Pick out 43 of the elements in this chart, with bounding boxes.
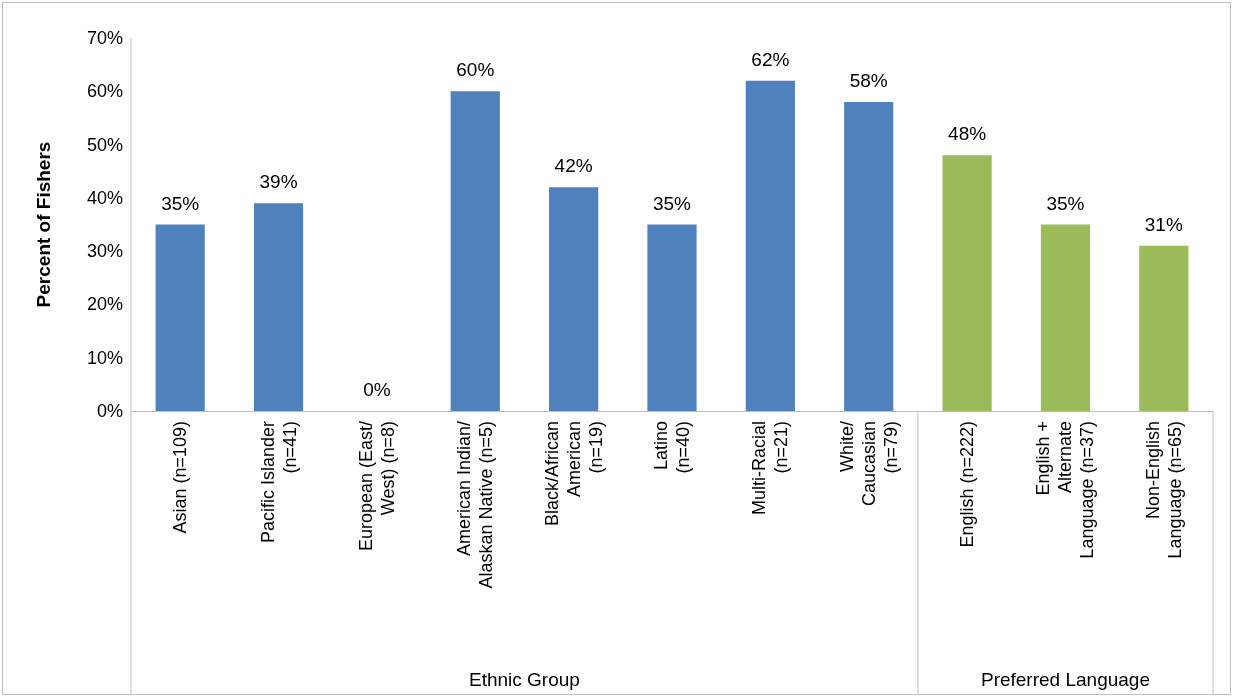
x-tick-label: Non-English Language (n=65) — [1142, 421, 1185, 559]
bar — [549, 187, 599, 411]
bar — [942, 155, 992, 411]
y-tick-label: 30% — [86, 241, 123, 262]
y-tick-label: 40% — [86, 187, 123, 208]
data-label: 39% — [259, 171, 298, 193]
data-label: 35% — [161, 192, 200, 214]
x-tick-label: Black/African American (n=19) — [541, 421, 606, 527]
data-label: 62% — [751, 48, 790, 70]
y-tick-label: 20% — [86, 294, 123, 315]
x-tick-label: English (n=222) — [957, 421, 978, 548]
bar — [1040, 224, 1091, 411]
x-tick-label: English + Alternate Language (n=37) — [1033, 421, 1098, 559]
x-tick-label: Pacific Islander (n=41) — [257, 421, 300, 544]
y-axis-title: Percent of Fishers — [33, 141, 54, 308]
data-label: 42% — [554, 155, 593, 177]
x-tick-label: European (East/ West) (n=8) — [355, 421, 398, 552]
text: Preferred Language — [980, 668, 1150, 690]
data-label: 58% — [849, 69, 888, 91]
bar — [844, 101, 894, 411]
data-label: 35% — [652, 192, 692, 214]
y-tick-label: 10% — [86, 347, 123, 368]
x-tick-label: American Indian/ Alaskan Native (n=5) — [454, 421, 497, 589]
x-tick-label: Latino (n=40) — [651, 421, 693, 474]
bar — [253, 203, 304, 411]
y-tick-label: 60% — [86, 81, 123, 102]
x-tick-label: White/ Caucasian (n=79) — [836, 421, 901, 507]
bar — [1139, 245, 1189, 411]
y-tick-label: 0% — [96, 401, 123, 421]
data-label: 0% — [363, 379, 391, 400]
y-tick-label: 50% — [86, 134, 123, 155]
x-tick-label: Multi-Racial (n=21) — [749, 421, 792, 516]
bar — [155, 224, 205, 411]
bar — [647, 224, 697, 411]
y-tick-label: 70% — [86, 28, 123, 48]
x-tick-label: Asian (n=109) — [170, 421, 191, 534]
data-label: 31% — [1144, 213, 1183, 235]
bar — [745, 80, 795, 411]
bar — [450, 91, 500, 411]
data-label: 35% — [1046, 192, 1085, 214]
text: Ethnic Group — [469, 668, 580, 690]
data-label: 48% — [948, 123, 987, 145]
data-label: 60% — [456, 59, 495, 81]
